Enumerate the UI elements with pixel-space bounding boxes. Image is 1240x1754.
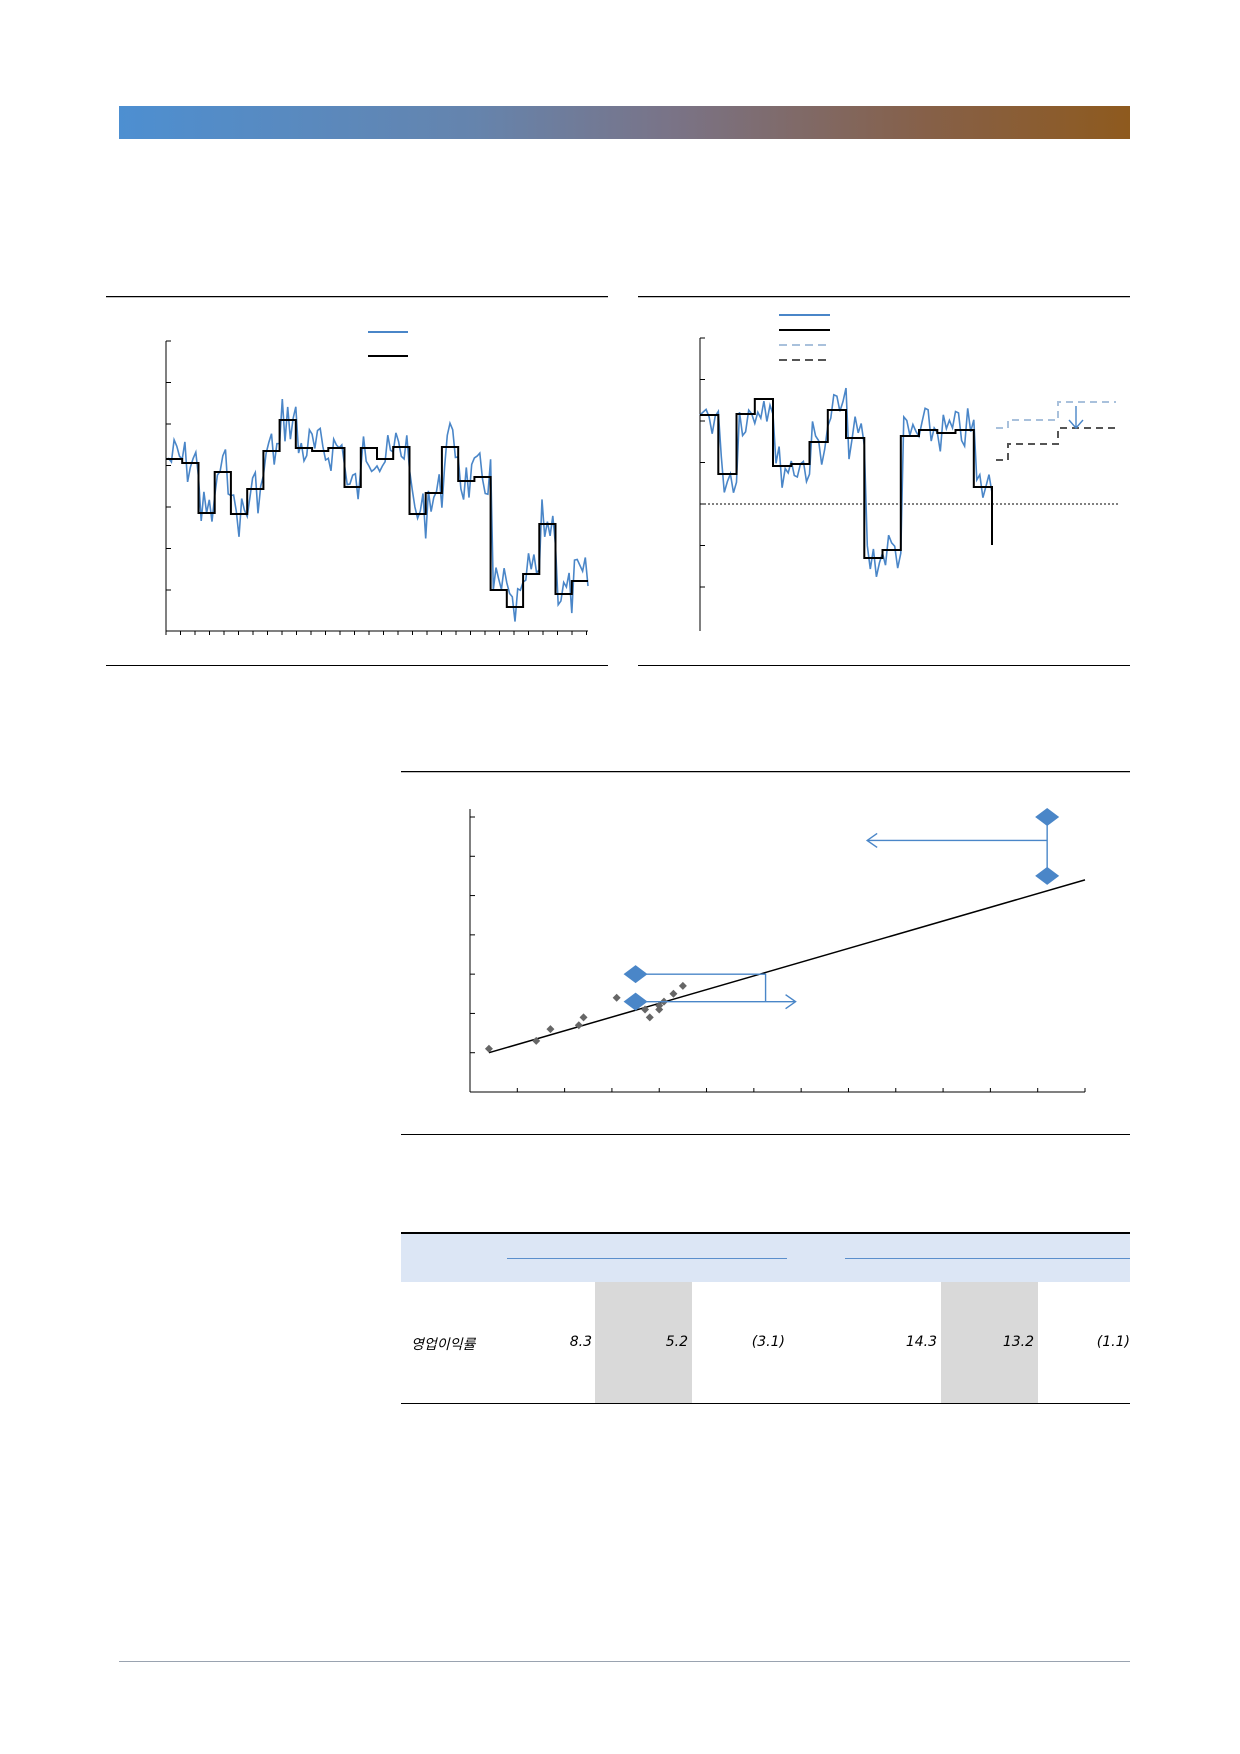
connector-left	[635, 973, 796, 1003]
right-line-chart	[638, 296, 1130, 666]
right-arrow-head	[785, 994, 797, 1010]
scatter-chart-panel	[401, 771, 1130, 1135]
connector-right	[867, 817, 1048, 876]
table-bottom-rule	[401, 1403, 1130, 1404]
header-group-rule-2	[845, 1258, 1130, 1259]
table-cell: 5.2	[665, 1334, 688, 1350]
scatter-point	[546, 1025, 555, 1034]
right-chart-panel	[638, 296, 1130, 666]
forecast-dark-dashed	[996, 427, 1116, 461]
table-cell: 8.3	[569, 1334, 592, 1350]
series-blue-line	[699, 387, 993, 577]
series-blue-line	[165, 398, 589, 622]
left-chart-panel	[106, 296, 608, 666]
financial-table: 영업이익률 8.3 5.2 (3.1) 14.3 13.2 (1.1)	[401, 1232, 1130, 1404]
table-cell: (1.1)	[1096, 1334, 1130, 1350]
scatter-point	[678, 981, 687, 990]
scatter-point	[612, 993, 621, 1002]
left-arrow-head	[865, 832, 878, 849]
table-cell: 13.2	[1002, 1334, 1034, 1350]
scatter-chart	[401, 771, 1130, 1135]
scatter-point	[574, 1021, 583, 1030]
footer-rule	[119, 1661, 1130, 1662]
scatter-point	[532, 1036, 541, 1045]
highlight-point	[1035, 808, 1060, 826]
highlight-point	[1035, 866, 1060, 885]
scatter-point	[655, 1005, 664, 1014]
highlight-point	[623, 992, 648, 1011]
series-black-step-line	[700, 398, 993, 559]
highlight-point	[623, 965, 648, 984]
header-group-rule-1	[507, 1258, 787, 1259]
highlight-column-1	[595, 1282, 692, 1403]
forecast-light-dashed	[996, 401, 1116, 429]
table-cell: 14.3	[905, 1334, 937, 1350]
scatter-point	[484, 1044, 493, 1053]
highlight-column-2	[941, 1282, 1038, 1403]
trend-line	[488, 879, 1086, 1054]
series-black-step-line	[166, 419, 588, 608]
down-arrow-annotation	[1068, 406, 1084, 430]
table-cell: (3.1)	[751, 1334, 785, 1350]
table-top-rule	[401, 1232, 1130, 1234]
scatter-point	[669, 989, 678, 998]
header-banner	[119, 106, 1130, 139]
left-line-chart	[106, 296, 608, 666]
scatter-point	[579, 1013, 588, 1022]
scatter-point	[641, 1005, 650, 1014]
scatter-point	[645, 1013, 654, 1022]
row-label: 영업이익률	[411, 1337, 476, 1353]
